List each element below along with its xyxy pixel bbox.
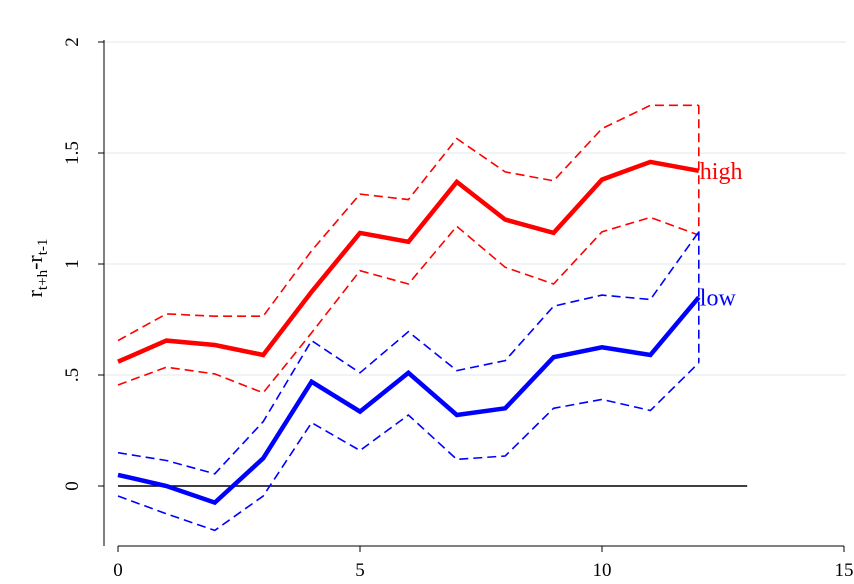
y-tick-label: 1 xyxy=(62,259,83,269)
y-axis-label: rt+h-rt-1 xyxy=(22,239,51,298)
series-high-upper-band xyxy=(117,104,699,342)
y-tick-label: 2 xyxy=(62,37,83,47)
x-tick-label: 10 xyxy=(593,560,612,581)
x-tick-label: 5 xyxy=(355,560,365,581)
y-tick-label: .5 xyxy=(62,368,83,382)
y-axis-label-sub1: t+h xyxy=(35,269,51,290)
y-tick-label: 0 xyxy=(62,481,83,491)
plot-series xyxy=(117,104,748,532)
series-label-high: high xyxy=(700,159,743,185)
gridlines xyxy=(104,41,846,376)
series-labels: high low xyxy=(700,159,743,312)
series-high-line xyxy=(117,159,700,364)
x-tick-label: 0 xyxy=(113,560,123,581)
series-high-lower-band xyxy=(117,216,700,394)
y-tick-label: 1.5 xyxy=(62,141,83,165)
series-low-lower-band xyxy=(117,362,700,532)
y-axis-label-sub2: t-1 xyxy=(35,239,51,256)
y-axis-label-main: r xyxy=(22,289,47,297)
x-tick-label: 15 xyxy=(835,560,854,581)
series-low-upper-band xyxy=(117,231,700,475)
axes: 0 .5 1 1.5 2 0 5 10 15 xyxy=(62,37,854,581)
series-low-line xyxy=(117,295,701,506)
series-label-low: low xyxy=(700,285,737,311)
y-axis-label-mid: -r xyxy=(22,255,47,270)
